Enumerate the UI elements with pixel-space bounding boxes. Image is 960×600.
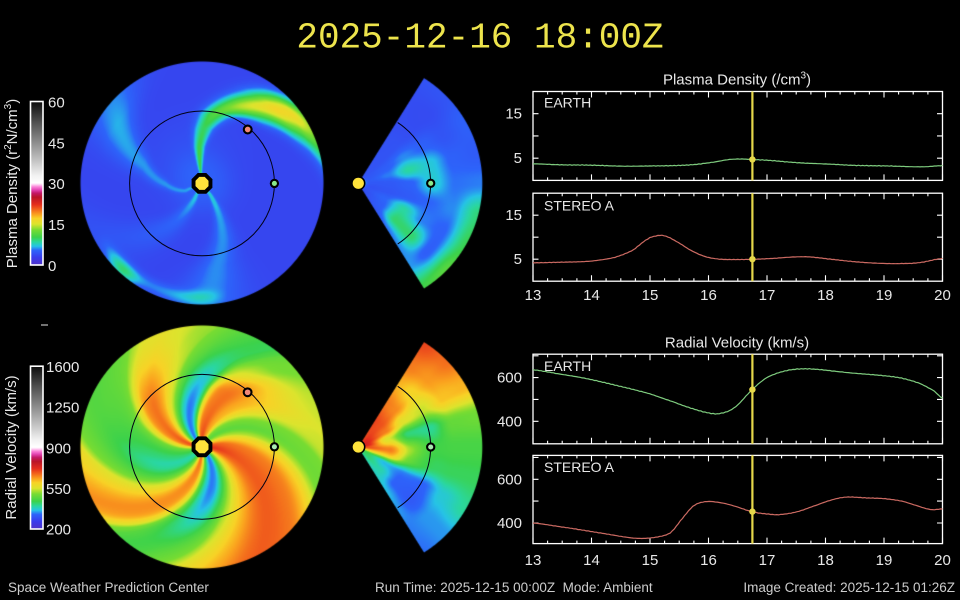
svg-text:14: 14 [583,287,600,304]
svg-text:14: 14 [583,552,600,569]
svg-text:Plasma Density (/cm3): Plasma Density (/cm3) [663,71,811,89]
svg-text:600: 600 [497,370,522,387]
svg-text:16: 16 [700,552,717,569]
svg-text:Radial Velocity (km/s): Radial Velocity (km/s) [665,335,809,352]
svg-text:16: 16 [700,287,717,304]
svg-text:EARTH: EARTH [544,95,591,111]
svg-text:STEREO A: STEREO A [544,198,615,214]
svg-text:15: 15 [642,287,659,304]
svg-text:19: 19 [876,287,893,304]
svg-text:5: 5 [514,251,522,268]
svg-text:18: 18 [817,552,834,569]
svg-text:400: 400 [497,413,522,430]
svg-text:1250: 1250 [46,400,79,417]
svg-text:15: 15 [505,207,522,224]
svg-text:5: 5 [514,150,522,167]
svg-text:2025-12-16 18:00Z: 2025-12-16 18:00Z [296,18,663,59]
svg-text:0: 0 [48,258,56,275]
svg-text:600: 600 [497,471,522,488]
svg-text:20: 20 [934,552,951,569]
svg-text:Image Created: 2025-12-15 01:2: Image Created: 2025-12-15 01:26Z [743,580,955,595]
svg-text:17: 17 [759,552,776,569]
svg-text:15: 15 [48,217,65,234]
svg-text:Run Time: 2025-12-15 00:00Z M: Run Time: 2025-12-15 00:00Z Mode: Ambien… [375,580,653,595]
svg-text:400: 400 [497,515,522,532]
svg-text:STEREO A: STEREO A [544,459,615,475]
svg-text:13: 13 [525,552,542,569]
svg-text:45: 45 [48,135,65,152]
svg-text:17: 17 [759,287,776,304]
svg-text:60: 60 [48,95,65,112]
svg-text:13: 13 [525,287,542,304]
svg-text:200: 200 [46,522,71,539]
svg-text:Radial Velocity (km/s): Radial Velocity (km/s) [3,375,20,519]
svg-text:Plasma Density (r2N/cm3): Plasma Density (r2N/cm3) [3,99,21,268]
svg-text:15: 15 [505,106,522,123]
svg-text:30: 30 [48,176,65,193]
svg-text:550: 550 [46,481,71,498]
svg-text:Space Weather Prediction Cente: Space Weather Prediction Center [8,580,209,595]
svg-text:19: 19 [876,552,893,569]
svg-text:1600: 1600 [46,359,79,376]
svg-text:20: 20 [934,287,951,304]
svg-text:18: 18 [817,287,834,304]
svg-text:EARTH: EARTH [544,358,591,374]
svg-text:15: 15 [642,552,659,569]
svg-text:900: 900 [46,440,71,457]
